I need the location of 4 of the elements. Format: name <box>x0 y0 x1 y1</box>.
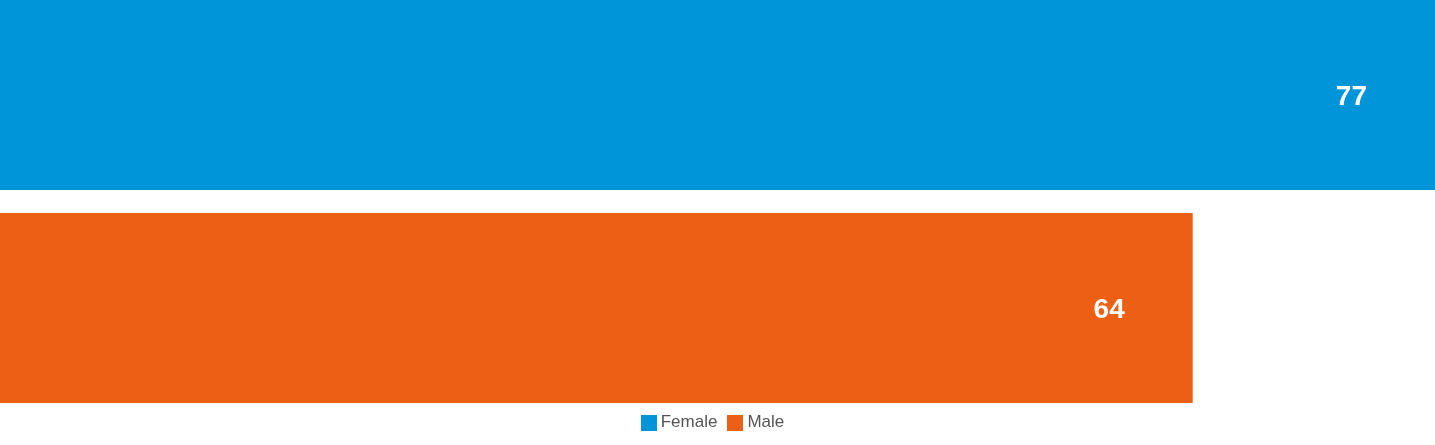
data-label: 77 <box>1335 79 1367 111</box>
data-label: 64 <box>1093 292 1126 324</box>
legend-label: Female <box>660 412 718 431</box>
legend-label: Male <box>747 412 785 431</box>
